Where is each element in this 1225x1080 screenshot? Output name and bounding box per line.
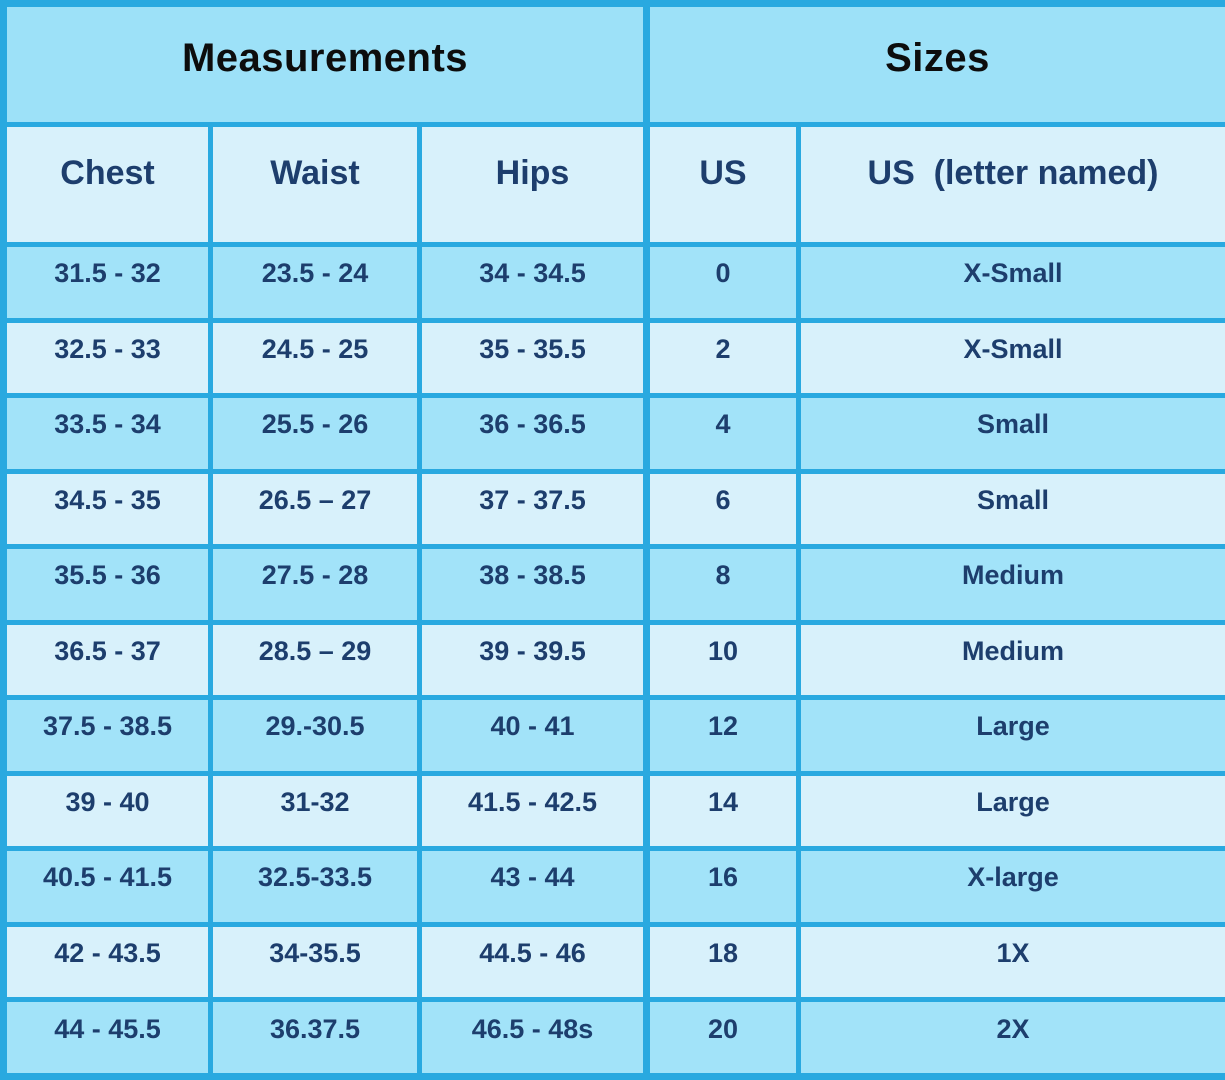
waist-cell: 24.5 - 25: [208, 317, 422, 398]
letter-size-cell: Medium: [795, 544, 1225, 625]
hips-cell: 41.5 - 42.5: [417, 770, 649, 851]
waist-cell: 27.5 - 28: [208, 544, 422, 625]
column-header-waist: Waist: [208, 122, 422, 247]
sizes-group-header: Sizes: [642, 1, 1225, 127]
hips-cell: 38 - 38.5: [417, 544, 649, 625]
letter-size-cell: Small: [795, 468, 1225, 549]
table-row: 34.5 - 35 26.5 – 27 37 - 37.5 6 Small: [1, 468, 1225, 549]
waist-cell: 23.5 - 24: [208, 242, 422, 323]
table-row: 40.5 - 41.5 32.5-33.5 43 - 44 16 X-large: [1, 846, 1225, 927]
chest-cell: 33.5 - 34: [1, 393, 213, 474]
chest-cell: 40.5 - 41.5: [1, 846, 213, 927]
column-header-row: Chest Waist Hips US US (letter named): [1, 122, 1225, 247]
letter-size-cell: Medium: [795, 619, 1225, 700]
hips-cell: 36 - 36.5: [417, 393, 649, 474]
table-row: 32.5 - 33 24.5 - 25 35 - 35.5 2 X-Small: [1, 317, 1225, 398]
letter-size-cell: 2X: [795, 997, 1225, 1079]
letter-size-cell: Small: [795, 393, 1225, 474]
table-row: 36.5 - 37 28.5 – 29 39 - 39.5 10 Medium: [1, 619, 1225, 700]
table-row: 33.5 - 34 25.5 - 26 36 - 36.5 4 Small: [1, 393, 1225, 474]
table-row: 37.5 - 38.5 29.-30.5 40 - 41 12 Large: [1, 695, 1225, 776]
column-header-hips: Hips: [417, 122, 649, 247]
waist-cell: 34-35.5: [208, 921, 422, 1002]
letter-size-cell: Large: [795, 695, 1225, 776]
hips-cell: 39 - 39.5: [417, 619, 649, 700]
us-size-cell: 10: [643, 619, 801, 700]
hips-cell: 40 - 41: [417, 695, 649, 776]
table-row: 35.5 - 36 27.5 - 28 38 - 38.5 8 Medium: [1, 544, 1225, 625]
hips-cell: 43 - 44: [417, 846, 649, 927]
chest-cell: 44 - 45.5: [1, 997, 213, 1079]
waist-cell: 36.37.5: [208, 997, 422, 1079]
hips-cell: 44.5 - 46: [417, 921, 649, 1002]
waist-cell: 32.5-33.5: [208, 846, 422, 927]
us-size-cell: 2: [643, 317, 801, 398]
us-size-cell: 6: [643, 468, 801, 549]
us-size-cell: 20: [643, 997, 801, 1079]
chest-cell: 35.5 - 36: [1, 544, 213, 625]
letter-size-cell: X-Small: [795, 242, 1225, 323]
column-header-chest: Chest: [1, 122, 213, 247]
hips-cell: 37 - 37.5: [417, 468, 649, 549]
us-size-cell: 14: [643, 770, 801, 851]
us-size-cell: 0: [643, 242, 801, 323]
chest-cell: 42 - 43.5: [1, 921, 213, 1002]
letter-size-cell: 1X: [795, 921, 1225, 1002]
column-header-us-letter-named: US (letter named): [795, 122, 1225, 247]
chest-cell: 37.5 - 38.5: [1, 695, 213, 776]
waist-cell: 28.5 – 29: [208, 619, 422, 700]
us-size-cell: 16: [643, 846, 801, 927]
chest-cell: 36.5 - 37: [1, 619, 213, 700]
table-row: 31.5 - 32 23.5 - 24 34 - 34.5 0 X-Small: [1, 242, 1225, 323]
column-header-us: US: [643, 122, 801, 247]
letter-size-cell: X-large: [795, 846, 1225, 927]
hips-cell: 34 - 34.5: [417, 242, 649, 323]
hips-cell: 35 - 35.5: [417, 317, 649, 398]
chest-cell: 31.5 - 32: [1, 242, 213, 323]
header-group-row: Measurements Sizes: [1, 1, 1225, 127]
hips-cell: 46.5 - 48s: [417, 997, 649, 1079]
us-size-cell: 18: [643, 921, 801, 1002]
chest-cell: 39 - 40: [1, 770, 213, 851]
waist-cell: 29.-30.5: [208, 695, 422, 776]
table-row: 44 - 45.5 36.37.5 46.5 - 48s 20 2X: [1, 997, 1225, 1079]
table-row: 39 - 40 31-32 41.5 - 42.5 14 Large: [1, 770, 1225, 851]
chest-cell: 32.5 - 33: [1, 317, 213, 398]
measurements-group-header: Measurements: [1, 1, 649, 127]
table-row: 42 - 43.5 34-35.5 44.5 - 46 18 1X: [1, 921, 1225, 1002]
letter-size-cell: X-Small: [795, 317, 1225, 398]
waist-cell: 25.5 - 26: [208, 393, 422, 474]
chest-cell: 34.5 - 35: [1, 468, 213, 549]
us-size-cell: 12: [643, 695, 801, 776]
letter-size-cell: Large: [795, 770, 1225, 851]
waist-cell: 31-32: [208, 770, 422, 851]
us-size-cell: 8: [643, 544, 801, 625]
waist-cell: 26.5 – 27: [208, 468, 422, 549]
us-size-cell: 4: [643, 393, 801, 474]
